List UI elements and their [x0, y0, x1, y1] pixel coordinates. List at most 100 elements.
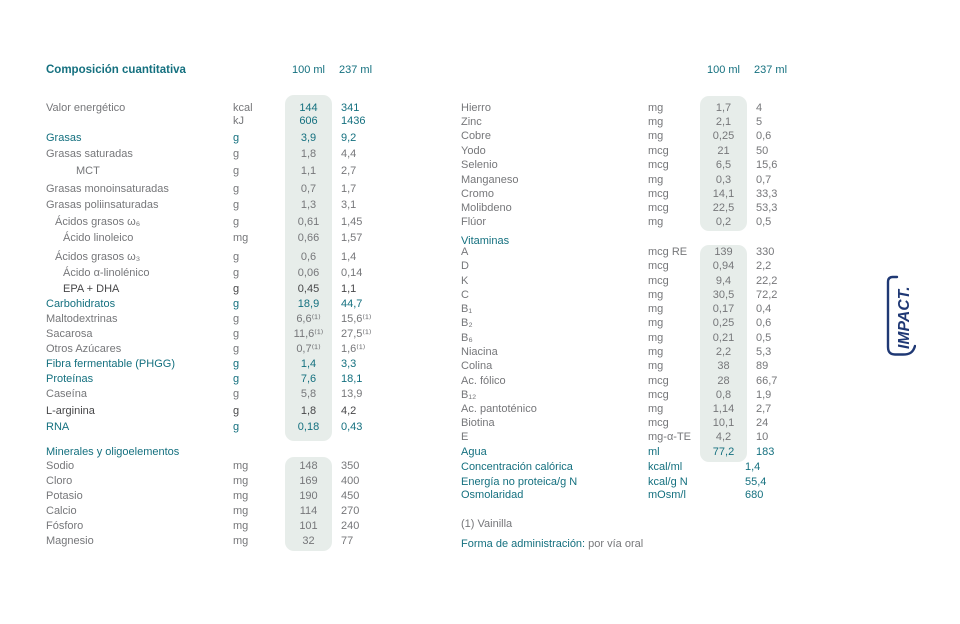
table-row: Flúor mg 0,2 0,5: [461, 214, 841, 230]
section-header: Vitaminas: [461, 235, 510, 247]
row-value-237ml: 89: [756, 360, 769, 372]
row-unit: mg: [648, 317, 664, 329]
highlight-band: [285, 95, 332, 441]
row-unit: mcg: [648, 375, 669, 387]
table-section: Concentración calórica kcal/ml 1,4 Energía …: [461, 0, 841, 624]
row-unit: g: [233, 132, 240, 144]
impact-logo-art: IMPACT.: [886, 275, 917, 356]
row-label: MCT: [76, 165, 100, 177]
row-label: [46, 113, 232, 129]
row-value-100ml: 0,3: [715, 174, 732, 186]
row-unit: mcg: [648, 159, 669, 171]
row-value-100ml: 18,9: [297, 298, 320, 310]
table-row: Maltodextrinas g 6,6⁽¹⁾ 15,6⁽¹⁾: [46, 311, 426, 327]
row-value-100ml: 0,21: [712, 332, 735, 344]
row-value-237ml: 44,7: [341, 298, 363, 310]
row-value-237ml: 15,6⁽¹⁾: [341, 313, 372, 325]
row-label: C: [461, 289, 469, 301]
table-row: Biotina mcg 10,1 24: [461, 415, 841, 431]
row-value-100ml: 1,8: [300, 405, 317, 417]
row-value-237ml: 270: [341, 505, 360, 517]
row-label: Sacarosa: [46, 328, 93, 340]
admin-route-label: Forma de administración:: [461, 538, 586, 550]
row-unit: mg: [233, 535, 249, 547]
table-row: Energía no proteica/g N kcal/g N 55,4: [461, 474, 841, 490]
row-label: Maltodextrinas: [46, 313, 118, 325]
row-unit: mcg: [648, 188, 669, 200]
table-row: Ácido α-linolénico g 0,06 0,14: [46, 265, 426, 281]
row-value-237ml: 10: [756, 431, 769, 443]
table-row: Proteínas g 7,6 18,1: [46, 371, 426, 387]
row-label: Zinc: [461, 116, 482, 128]
row-value-100ml: 6,6⁽¹⁾: [296, 313, 321, 325]
row-value-100ml: 0,94: [712, 260, 735, 272]
table-row: Potasio mg 190 450: [46, 488, 426, 504]
row-value-100ml: 1,14: [712, 403, 735, 415]
row-unit: kcal/ml: [648, 461, 683, 473]
row-value-100ml: 3,9: [300, 132, 317, 144]
row-value-237ml: 2,7: [756, 403, 772, 415]
column-header-237ml-right: 237 ml: [754, 64, 788, 76]
row-value-237ml: 0,7: [756, 174, 772, 186]
row-value-237ml: 3,1: [341, 199, 357, 211]
highlight-band: [285, 457, 332, 551]
row-value-237ml: 0,5: [756, 216, 772, 228]
row-unit: mg: [648, 303, 664, 315]
admin-route-value: por vía oral: [588, 538, 644, 550]
row-unit: mcg: [648, 275, 669, 287]
row-unit: g: [233, 216, 240, 228]
row-unit: mg: [648, 216, 664, 228]
row-unit: mcg: [648, 202, 669, 214]
row-value-100ml: 0,61: [297, 216, 320, 228]
row-value-100ml: 28: [717, 375, 730, 387]
row-unit: g: [233, 388, 240, 400]
impact-logo-text: IMPACT.: [896, 286, 913, 349]
row-value-237ml: 341: [341, 102, 360, 114]
table-row: Carbohidratos g 18,9 44,7: [46, 296, 426, 312]
row-value-237ml: 1,4: [341, 251, 357, 263]
row-value-100ml: 11,6⁽¹⁾: [293, 328, 324, 340]
row-value-100ml: 0,8: [715, 389, 732, 401]
table-section: Minerales y oligoelementos Sodio mg 148 350 C…: [46, 0, 426, 624]
row-value-237ml: 4,4: [341, 148, 357, 160]
row-unit: kcal: [233, 102, 253, 114]
row-unit: mcg: [648, 260, 669, 272]
row-value-100ml: 0,6: [300, 251, 317, 263]
row-value-100ml: 9,4: [715, 275, 732, 287]
row-label: Proteínas: [46, 373, 94, 385]
row-value-100ml: 4,2: [715, 431, 732, 443]
row-value-100ml: 22,5: [712, 202, 735, 214]
row-unit: g: [233, 405, 240, 417]
row-value-100ml: 0,06: [297, 267, 320, 279]
row-unit: mg: [233, 520, 249, 532]
row-value-100ml: 0,2: [715, 216, 732, 228]
table-row: B₂ mg 0,25 0,6: [461, 315, 841, 331]
row-label: Grasas: [46, 132, 82, 144]
table-row: Cobre mg 0,25 0,6: [461, 128, 841, 144]
row-value-100ml: 114: [299, 505, 318, 517]
row-label: K: [461, 275, 469, 287]
row-label: A: [461, 246, 469, 258]
row-label: L-arginina: [46, 405, 95, 417]
table-row: Ac. pantoténico mg 1,14 2,7: [461, 401, 841, 417]
row-value-100ml: [700, 487, 747, 503]
row-value-100ml: 1,7: [715, 102, 732, 114]
row-label: Selenio: [461, 159, 498, 171]
impact-logo: IMPACT.: [884, 274, 918, 358]
table-row: Osmolaridad mOsm/l 680: [461, 487, 841, 503]
row-value-100ml: 169: [299, 475, 318, 487]
row-label: Ácido α-linolénico: [63, 267, 150, 279]
row-unit: g: [233, 183, 240, 195]
row-value-237ml: 2,2: [756, 260, 772, 272]
row-unit: mg-α-TE: [648, 431, 692, 443]
column-header-100ml-right: 100 ml: [706, 64, 741, 76]
row-value-237ml: 1,4: [745, 461, 761, 473]
row-value-237ml: 4: [756, 102, 763, 114]
row-unit: g: [233, 343, 240, 355]
row-unit: mg: [648, 346, 664, 358]
row-label: B₁: [461, 303, 473, 315]
row-value-237ml: 66,7: [756, 375, 778, 387]
row-unit: g: [233, 283, 240, 295]
